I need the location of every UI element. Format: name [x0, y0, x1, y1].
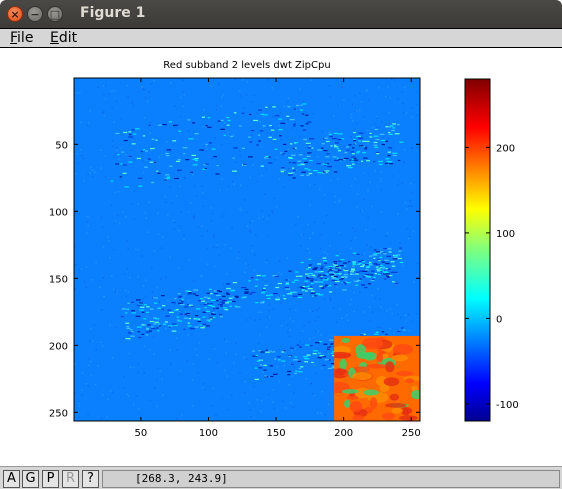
colorbar-tick-label: 0 — [496, 314, 502, 325]
window-title: Figure 1 — [80, 5, 146, 21]
y-tick-label: 150 — [49, 274, 68, 285]
y-tick-label: 250 — [49, 408, 68, 419]
y-tick-label: 200 — [49, 341, 68, 352]
inset-texture — [334, 337, 420, 421]
colorbar-tick-label: -100 — [496, 400, 519, 411]
x-tick-label: 250 — [402, 428, 421, 439]
toolbar-button-r: R — [62, 470, 79, 488]
plot-frame — [73, 77, 421, 422]
close-window-button[interactable]: × — [7, 6, 23, 22]
x-tick-label: 200 — [334, 428, 353, 439]
colorbar-tick-label: 200 — [496, 143, 515, 154]
statusbar: A G P R ? [268.3, 243.9] — [0, 466, 562, 489]
menubar: File Edit — [0, 28, 562, 48]
window-titlebar[interactable]: × − □ Figure 1 — [0, 0, 562, 28]
chart-title: Red subband 2 levels dwt ZipCpu — [163, 60, 330, 71]
colorbar-tick-label: 100 — [496, 229, 515, 240]
figure-canvas[interactable]: Red subband 2 levels dwt ZipCpu 50 100 150 2… — [0, 48, 562, 466]
figure-svg[interactable]: Red subband 2 levels dwt ZipCpu 50 100 150 2… — [0, 48, 562, 466]
x-tick-label: 150 — [267, 428, 286, 439]
minimize-window-button[interactable]: − — [27, 6, 43, 22]
menu-file[interactable]: File — [10, 30, 34, 46]
x-tick-label: 100 — [199, 428, 218, 439]
menu-edit[interactable]: Edit — [50, 30, 78, 46]
y-tick-label: 50 — [55, 140, 68, 151]
colorbar — [464, 78, 491, 422]
y-tick-label: 100 — [49, 207, 68, 218]
x-tick-label: 50 — [135, 428, 148, 439]
toolbar-button-g[interactable]: G — [22, 470, 39, 488]
coordinate-readout: [268.3, 243.9] — [102, 470, 560, 488]
toolbar-button-p[interactable]: P — [42, 470, 59, 488]
toolbar-button-a[interactable]: A — [3, 470, 20, 488]
help-button[interactable]: ? — [82, 470, 99, 488]
maximize-window-button[interactable]: □ — [47, 6, 63, 22]
